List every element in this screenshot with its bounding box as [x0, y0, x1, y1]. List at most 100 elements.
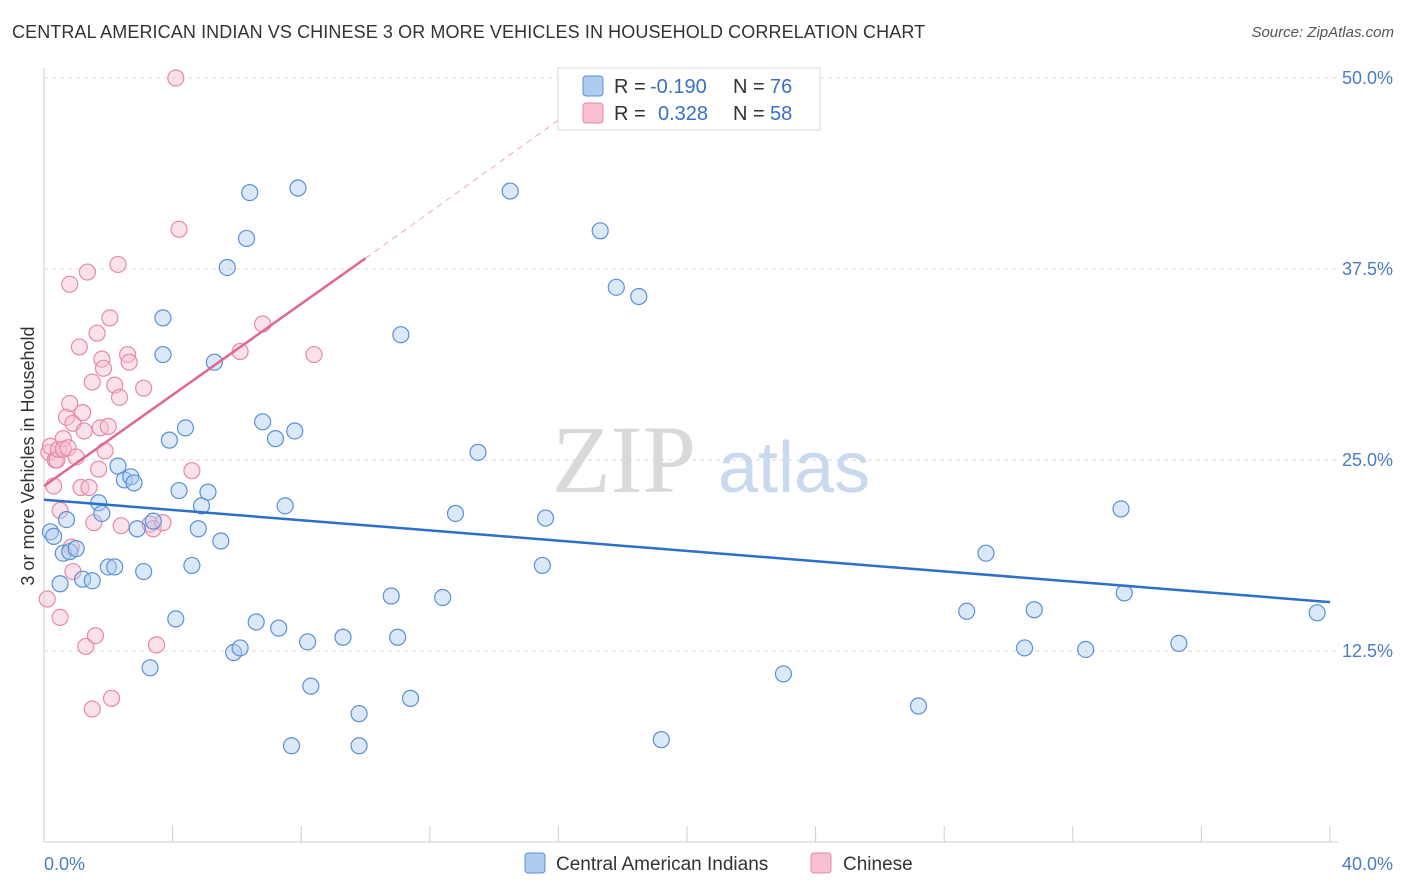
y-axis-title: 3 or more Vehicles in Household	[18, 326, 38, 585]
central-american-indians-point-40	[266, 430, 285, 448]
central-american-indians-point-62	[607, 278, 625, 296]
y-tick-label-0: 12.5%	[1342, 641, 1393, 661]
source-credit: Source: ZipAtlas.com	[1251, 24, 1394, 41]
central-american-indians-point-70	[1025, 601, 1043, 619]
chinese-point-13	[61, 275, 79, 293]
chinese-point-25	[80, 478, 98, 497]
central-american-indians-point-13	[109, 457, 127, 475]
chinese-point-24	[78, 263, 97, 281]
chinese-point-36	[99, 417, 117, 435]
chinese-point-5	[48, 451, 66, 469]
central-american-indians-point-63	[630, 287, 648, 306]
central-american-indians-point-18	[135, 562, 153, 581]
legend-n-label-pink: N =	[733, 103, 765, 125]
central-american-indians-point-57	[469, 443, 487, 461]
central-american-indians-point-27	[183, 556, 201, 575]
central-american-indians-point-35	[231, 639, 249, 657]
axes	[43, 68, 1338, 843]
central-american-indians-point-54	[401, 689, 420, 707]
chinese-point-52	[183, 462, 201, 480]
legend-series: Central American Indians Chinese	[524, 852, 913, 875]
central-american-indians-point-31	[205, 353, 223, 371]
central-american-indians-point-65	[774, 665, 793, 683]
central-american-indians-point-28	[189, 520, 207, 538]
legend-r-value-pink: 0.328	[658, 103, 708, 125]
central-american-indians-point-46	[299, 633, 317, 651]
watermark-atlas: atlas	[718, 428, 870, 508]
legend-r-label-blue: R =	[614, 76, 646, 98]
central-american-indians-point-3	[54, 544, 72, 562]
central-american-indians-point-4	[57, 510, 76, 529]
central-american-indians-point-59	[533, 556, 551, 575]
chinese-point-34	[94, 359, 113, 377]
legend-series-swatch-blue	[524, 852, 546, 874]
chinese-point-14	[61, 394, 79, 413]
chinese-point-45	[135, 379, 153, 397]
chinese-point-23	[77, 637, 95, 656]
central-american-indians-point-74	[1170, 634, 1188, 652]
central-american-indians-point-36	[237, 229, 256, 248]
chinese-point-41	[110, 388, 129, 406]
legend-swatch-blue	[582, 75, 604, 97]
central-american-indians-point-1	[45, 527, 63, 546]
central-american-indians-point-50	[350, 737, 368, 755]
chinese-point-29	[86, 627, 105, 645]
central-american-indians-point-21	[154, 309, 172, 327]
trend-lines	[43, 108, 1331, 604]
x-tick-label-1: 40.0%	[1342, 854, 1393, 874]
central-american-indians-point-66	[909, 697, 928, 715]
central-american-indians-point-44	[286, 422, 304, 440]
legend-n-value-pink: 58	[770, 103, 792, 125]
central-american-indians-point-39	[254, 413, 272, 431]
chinese-point-8	[51, 608, 69, 626]
central-american-indians-point-72	[1112, 500, 1130, 518]
central-american-indians-point-19	[141, 659, 159, 677]
central-american-indians-point-75	[1308, 604, 1326, 622]
central-american-indians-point-60	[536, 509, 555, 527]
trend-line-chinese	[43, 257, 367, 487]
chinese-point-51	[170, 220, 188, 238]
chinese-point-40	[109, 255, 127, 274]
trend-line-chinese-extension	[365, 108, 575, 259]
central-american-indians-point-47	[302, 677, 320, 695]
chinese-point-48	[147, 636, 166, 654]
central-american-indians-point-29	[192, 497, 211, 515]
watermark-zip: ZIP	[552, 406, 696, 513]
chinese-point-22	[75, 422, 93, 440]
central-american-indians-point-49	[350, 705, 368, 723]
x-tick-label-0: 0.0%	[44, 854, 85, 874]
central-american-indians-point-53	[389, 628, 407, 646]
legend-series-name-blue: Central American Indians	[556, 854, 768, 875]
legend-series-name-pink: Chinese	[843, 854, 913, 875]
legend-swatch-pink	[582, 102, 604, 124]
chinese-point-37	[101, 309, 119, 327]
central-american-indians-point-52	[392, 326, 410, 344]
central-american-indians-point-68	[977, 544, 995, 562]
central-american-indians-point-26	[176, 419, 195, 437]
central-american-indians-point-6	[67, 540, 85, 558]
legend-r-value-blue: -0.190	[650, 76, 707, 98]
central-american-indians-point-2	[51, 575, 69, 593]
central-american-indians-point-38	[247, 613, 265, 631]
central-american-indians-point-58	[501, 182, 519, 200]
y-tick-label-3: 50.0%	[1342, 68, 1393, 88]
central-american-indians-point-67	[958, 602, 976, 620]
central-american-indians-point-0	[41, 523, 60, 541]
central-american-indians-point-10	[93, 504, 111, 523]
legend-stats: R = -0.190 N = 76 R = 0.328 N = 58	[557, 67, 821, 131]
chinese-point-26	[83, 373, 101, 391]
chinese-point-42	[112, 517, 130, 535]
y-tick-label-2: 37.5%	[1342, 259, 1393, 279]
central-american-indians-point-22	[154, 345, 172, 364]
y-tick-label-1: 25.0%	[1342, 450, 1393, 470]
chart-title: CENTRAL AMERICAN INDIAN VS CHINESE 3 OR …	[12, 22, 926, 42]
central-american-indians-point-24	[167, 610, 185, 628]
chinese-point-7	[51, 501, 69, 520]
central-american-indians-point-17	[128, 520, 146, 538]
chinese-point-21	[73, 404, 92, 422]
series-chinese-points	[38, 69, 323, 718]
central-american-indians-point-8	[83, 572, 101, 590]
central-american-indians-point-30	[199, 483, 217, 501]
chinese-point-11	[57, 408, 76, 426]
central-american-indians-point-69	[1015, 639, 1034, 657]
